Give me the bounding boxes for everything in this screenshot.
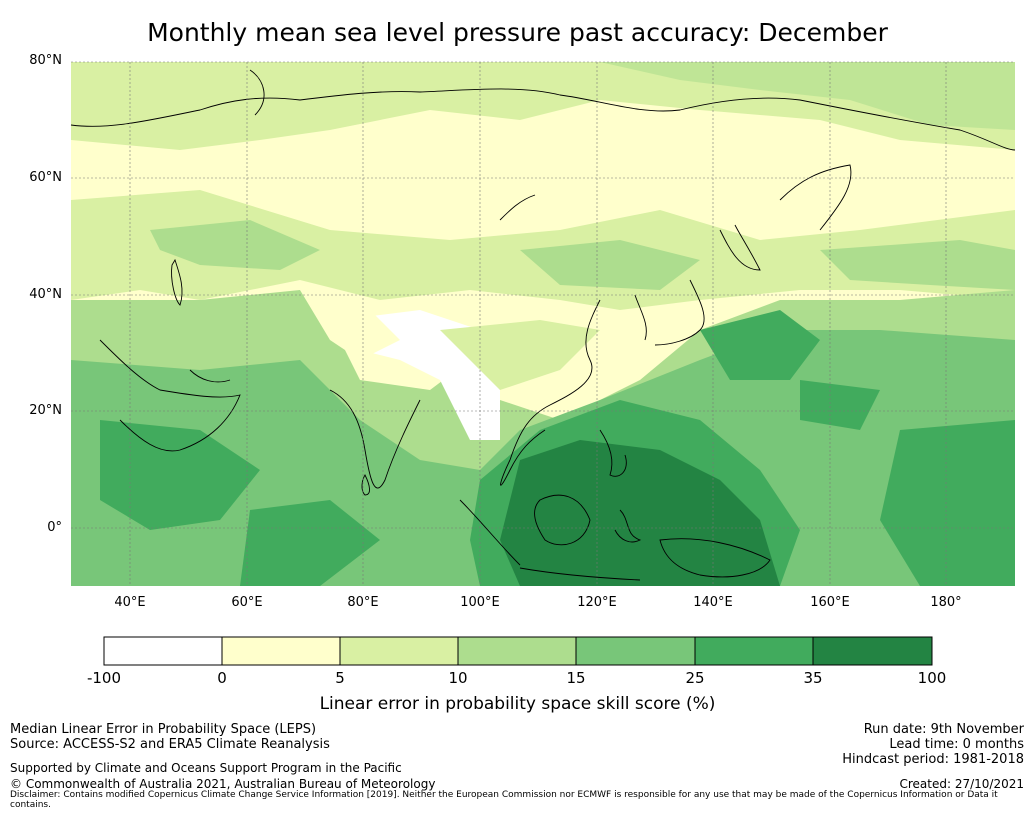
info-copyright: © Commonwealth of Australia 2021, Austra…: [10, 777, 436, 791]
lon-label: 120°E: [577, 595, 617, 610]
info-lead-time: Lead time: 0 months: [889, 737, 1024, 752]
lon-label: 180°: [930, 595, 962, 610]
lon-label: 40°E: [114, 595, 146, 610]
colorbar-tick: 15: [566, 669, 586, 687]
colorbar-tick: 10: [448, 669, 468, 687]
disclaimer: Disclaimer: Contains modified Copernicus…: [10, 790, 998, 810]
lat-label: 60°N: [29, 170, 62, 185]
info-created: Created: 27/10/2021: [899, 777, 1024, 791]
info-hindcast: Hindcast period: 1981-2018: [842, 752, 1024, 767]
colorbar-segment: [576, 637, 695, 665]
info-method: Median Linear Error in Probability Space…: [10, 722, 317, 737]
lon-label: 80°E: [347, 595, 379, 610]
gridlines: [71, 61, 1015, 586]
lat-label: 40°N: [29, 287, 62, 302]
colorbar-tick: 35: [803, 669, 823, 687]
chart-title: Monthly mean sea level pressure past acc…: [147, 18, 888, 47]
skill-field: [71, 62, 1015, 586]
colorbar-label: Linear error in probability space skill …: [319, 694, 716, 714]
map-plot-area: [70, 61, 1016, 586]
colorbar-segment: [695, 637, 813, 665]
info-source: Source: ACCESS-S2 and ERA5 Climate Reana…: [10, 737, 330, 752]
lon-label: 140°E: [693, 595, 733, 610]
lat-label: 0°: [47, 520, 62, 535]
lat-label: 80°N: [29, 53, 62, 68]
colorbar-segment: [340, 637, 458, 665]
colorbar-segment: [104, 637, 222, 665]
colorbar-tick: 25: [685, 669, 705, 687]
colorbar-tick: 100: [917, 669, 947, 687]
lon-label: 100°E: [460, 595, 500, 610]
info-run-date: Run date: 9th November: [863, 722, 1024, 737]
colorbar-segment: [813, 637, 932, 665]
colorbar-segment: [458, 637, 576, 665]
lon-label: 160°E: [810, 595, 850, 610]
colorbar-tick: 5: [335, 669, 345, 687]
colorbar-tick: -100: [86, 669, 122, 687]
info-support: Supported by Climate and Oceans Support …: [10, 761, 402, 775]
colorbar-tick: 0: [217, 669, 227, 687]
colorbar-segment: [222, 637, 340, 665]
lat-label: 20°N: [29, 403, 62, 418]
lon-label: 60°E: [231, 595, 263, 610]
coastlines: [70, 69, 1016, 581]
colorbar: [103, 636, 933, 666]
